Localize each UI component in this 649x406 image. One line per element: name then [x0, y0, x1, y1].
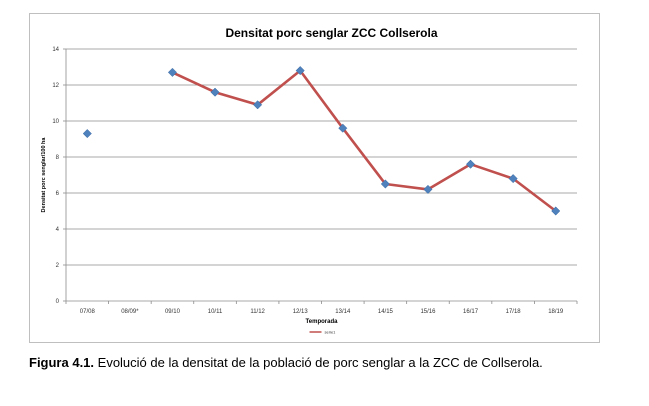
- x-tick-label: 09/10: [165, 309, 181, 315]
- data-point: [551, 206, 561, 216]
- series-line-segment: [469, 162, 515, 180]
- x-tick-label: 11/12: [250, 309, 265, 315]
- x-tick-label: 16/17: [463, 309, 479, 315]
- chart-frame: [29, 13, 600, 343]
- x-tick-label: 18/19: [548, 309, 564, 315]
- data-point: [338, 123, 348, 133]
- y-axis-title: Densitat porc senglar/100 ha: [41, 137, 47, 213]
- series-line-segment: [341, 126, 387, 186]
- data-point: [423, 184, 433, 194]
- x-tick-label: 13/14: [335, 309, 351, 315]
- data-point: [380, 179, 390, 189]
- y-tick-label: 2: [56, 263, 60, 269]
- data-point: [167, 67, 178, 77]
- y-tick-label: 0: [56, 299, 60, 305]
- legend-label: serie1: [325, 330, 337, 335]
- x-tick-label: 14/15: [378, 309, 394, 315]
- data-point: [210, 87, 220, 97]
- series-line-segment: [384, 182, 430, 191]
- series-line-segment: [426, 162, 472, 191]
- data-point: [465, 159, 476, 169]
- caption-label: Figura 4.1.: [29, 355, 95, 370]
- data-point: [295, 66, 305, 76]
- y-tick-label: 10: [52, 119, 59, 125]
- line-chart: Densitat porc senglar ZCC Collserola 0 2 4 6…: [41, 26, 578, 335]
- series-line-segment: [213, 90, 259, 107]
- x-tick-label: 07/08: [80, 309, 96, 315]
- chart-title: Densitat porc senglar ZCC Collserola: [225, 26, 437, 40]
- series-line-segment: [511, 177, 558, 213]
- x-tick-label: 12/13: [293, 309, 309, 315]
- y-tick-label: 8: [56, 155, 60, 161]
- x-tick-label: 17/18: [506, 309, 522, 315]
- series-line-segment: [298, 69, 345, 130]
- figure-caption: Figura 4.1. Evolució de la densitat de l…: [29, 354, 599, 371]
- data-point: [253, 100, 263, 110]
- x-tick-label: 15/16: [420, 309, 436, 315]
- data-point: [508, 174, 518, 184]
- x-axis-title: Temporada: [306, 319, 339, 325]
- y-tick-label: 14: [52, 47, 59, 53]
- caption-text: Evolució de la densitat de la població d…: [94, 355, 543, 370]
- series-line-segment: [256, 69, 302, 107]
- y-tick-label: 12: [52, 83, 59, 89]
- y-tick-label: 6: [56, 191, 60, 197]
- y-tick-label: 4: [56, 227, 60, 233]
- series-line-segment: [171, 71, 217, 94]
- data-point: [82, 129, 92, 139]
- x-tick-label: 08/09*: [121, 309, 139, 315]
- x-tick-label: 10/11: [208, 309, 223, 315]
